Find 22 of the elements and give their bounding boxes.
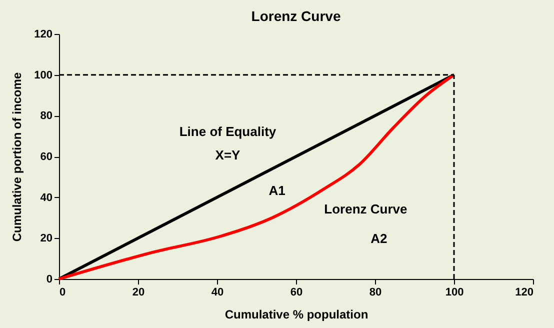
- y-tick-label: 100: [34, 69, 52, 82]
- x-axis-title: Cumulative % population: [224, 308, 368, 322]
- y-tick-label: 20: [40, 232, 52, 245]
- y-tick-label: 80: [40, 110, 52, 122]
- x-tick-label: 40: [211, 286, 224, 298]
- y-tick-label: 60: [40, 151, 52, 163]
- y-tick-label: 120: [34, 28, 52, 40]
- x-tick-label: 80: [369, 286, 382, 298]
- x-tick-label: 120: [515, 286, 534, 298]
- x-tick-label: 60: [290, 286, 303, 298]
- y-tick-label: 40: [40, 192, 52, 204]
- chart-title: Lorenz Curve: [251, 8, 341, 24]
- annotation: X=Y: [215, 147, 241, 162]
- annotation: A1: [268, 182, 286, 198]
- x-tick-label: 100: [445, 286, 464, 298]
- annotation: Line of Equality: [179, 124, 277, 139]
- y-tick-label: 0: [46, 274, 52, 286]
- x-tick-label: 0: [60, 286, 66, 298]
- x-tick-label: 20: [132, 286, 145, 298]
- annotation: A2: [370, 231, 388, 246]
- annotation: Lorenz Curve: [324, 202, 408, 217]
- y-axis-title: Cumulative portion of income: [10, 72, 24, 242]
